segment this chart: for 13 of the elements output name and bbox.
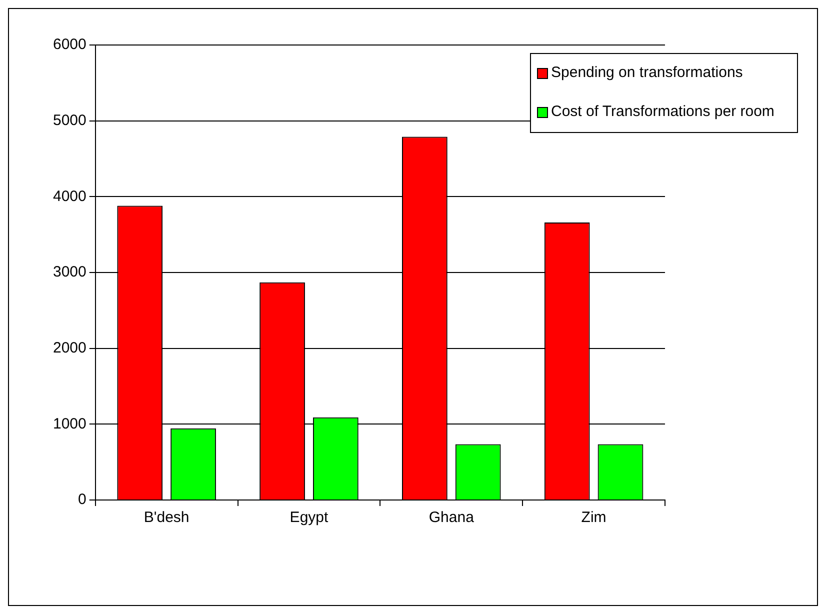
x-tick-label: Ghana <box>428 509 475 526</box>
x-tick-label: Egypt <box>290 509 329 526</box>
x-tick-label: B'desh <box>144 509 190 526</box>
y-tick-label: 4000 <box>52 188 86 205</box>
legend-label: Cost of Transformations per room <box>551 103 774 120</box>
y-tick-label: 6000 <box>52 36 86 54</box>
y-tick-label: 0 <box>78 491 86 508</box>
y-tick-label: 1000 <box>52 415 86 432</box>
y-tick-label: 5000 <box>52 112 86 129</box>
y-tick-label: 2000 <box>52 339 86 356</box>
legend-label: Spending on transformations <box>551 64 743 81</box>
y-tick-label: 3000 <box>52 264 86 281</box>
x-tick-label: Zim <box>581 509 606 526</box>
